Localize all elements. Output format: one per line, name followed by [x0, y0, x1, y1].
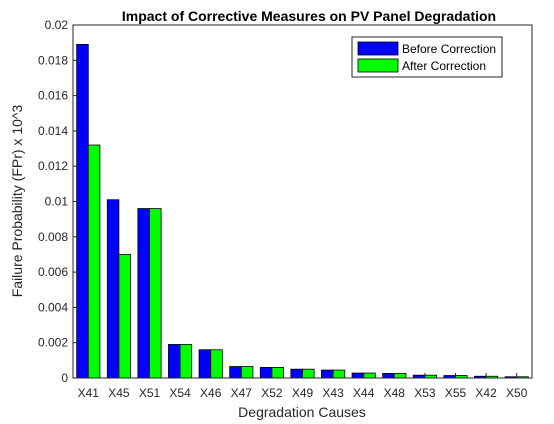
x-tick-label: X51 [139, 386, 161, 400]
bars-group [76, 44, 529, 379]
bar-after-x49 [302, 368, 315, 379]
bar-after-x46 [210, 349, 223, 379]
bar-before-x52 [259, 367, 273, 379]
bar-after-x48 [393, 373, 407, 379]
y-tick-label: 0.014 [38, 124, 68, 138]
x-tick-label: X54 [169, 386, 191, 400]
y-axis-label: Failure Probability (FPr) x 10^3 [9, 105, 25, 298]
x-tick-label: X43 [322, 386, 344, 400]
y-tick-label: 0.018 [38, 53, 68, 67]
bar-before-x54 [168, 344, 181, 379]
bar-after-x45 [118, 254, 131, 379]
bar-after-x47 [240, 366, 254, 379]
bar-after-x44 [363, 372, 376, 379]
x-tick-label: X49 [292, 386, 314, 400]
x-tick-label: X46 [200, 386, 222, 400]
bar-after-x51 [149, 208, 162, 379]
bar-before-x46 [198, 349, 212, 379]
bar-before-x51 [137, 208, 150, 379]
x-tick-label: X52 [261, 386, 283, 400]
x-tick-label: X50 [506, 386, 528, 400]
y-tick-label: 0.01 [45, 195, 69, 209]
x-tick-label: X44 [353, 386, 375, 400]
x-tick-label: X42 [475, 386, 497, 400]
y-tick-label: 0.016 [38, 89, 68, 103]
x-tick-label: X41 [78, 386, 100, 400]
bar-before-x41 [76, 44, 89, 379]
y-tick-label: 0.02 [45, 18, 69, 32]
y-tick-label: 0.002 [38, 336, 68, 350]
x-tick-label: X53 [414, 386, 436, 400]
bar-after-x43 [332, 369, 346, 379]
y-tick-label: 0.006 [38, 265, 68, 279]
x-tick-label: X48 [384, 386, 406, 400]
bar-before-x49 [290, 368, 303, 379]
x-axis-label: Degradation Causes [238, 404, 366, 420]
x-axis-ticks: X41 X45 X51 X54 X46 X47 X52 X49 X43 X44 X48 X53 X55 X… [78, 373, 528, 400]
bar-before-x44 [351, 372, 365, 379]
bar-before-x45 [106, 199, 120, 379]
x-tick-label: X55 [445, 386, 467, 400]
legend-label-after: After Correction [402, 59, 486, 73]
bar-before-x47 [229, 366, 242, 379]
bar-before-x48 [382, 373, 395, 379]
legend-swatch-before [357, 41, 399, 56]
y-axis-ticks: 0 0.002 0.004 0.006 0.008 0.01 0.012 0.014 0.016… [38, 18, 78, 385]
y-tick-label: 0 [61, 371, 68, 385]
y-tick-label: 0.012 [38, 159, 68, 173]
bar-before-x43 [321, 369, 334, 379]
bar-after-x52 [271, 367, 284, 379]
chart-title: Impact of Corrective Measures on PV Pane… [122, 8, 496, 24]
y-tick-label: 0.004 [38, 300, 68, 314]
bar-after-x54 [179, 344, 193, 379]
x-tick-label: X45 [108, 386, 130, 400]
legend-label-before: Before Correction [402, 42, 496, 56]
legend-swatch-after [357, 58, 399, 73]
legend: Before Correction After Correction [351, 36, 503, 78]
y-tick-label: 0.008 [38, 230, 68, 244]
bar-after-x41 [87, 144, 101, 379]
x-tick-label: X47 [231, 386, 253, 400]
